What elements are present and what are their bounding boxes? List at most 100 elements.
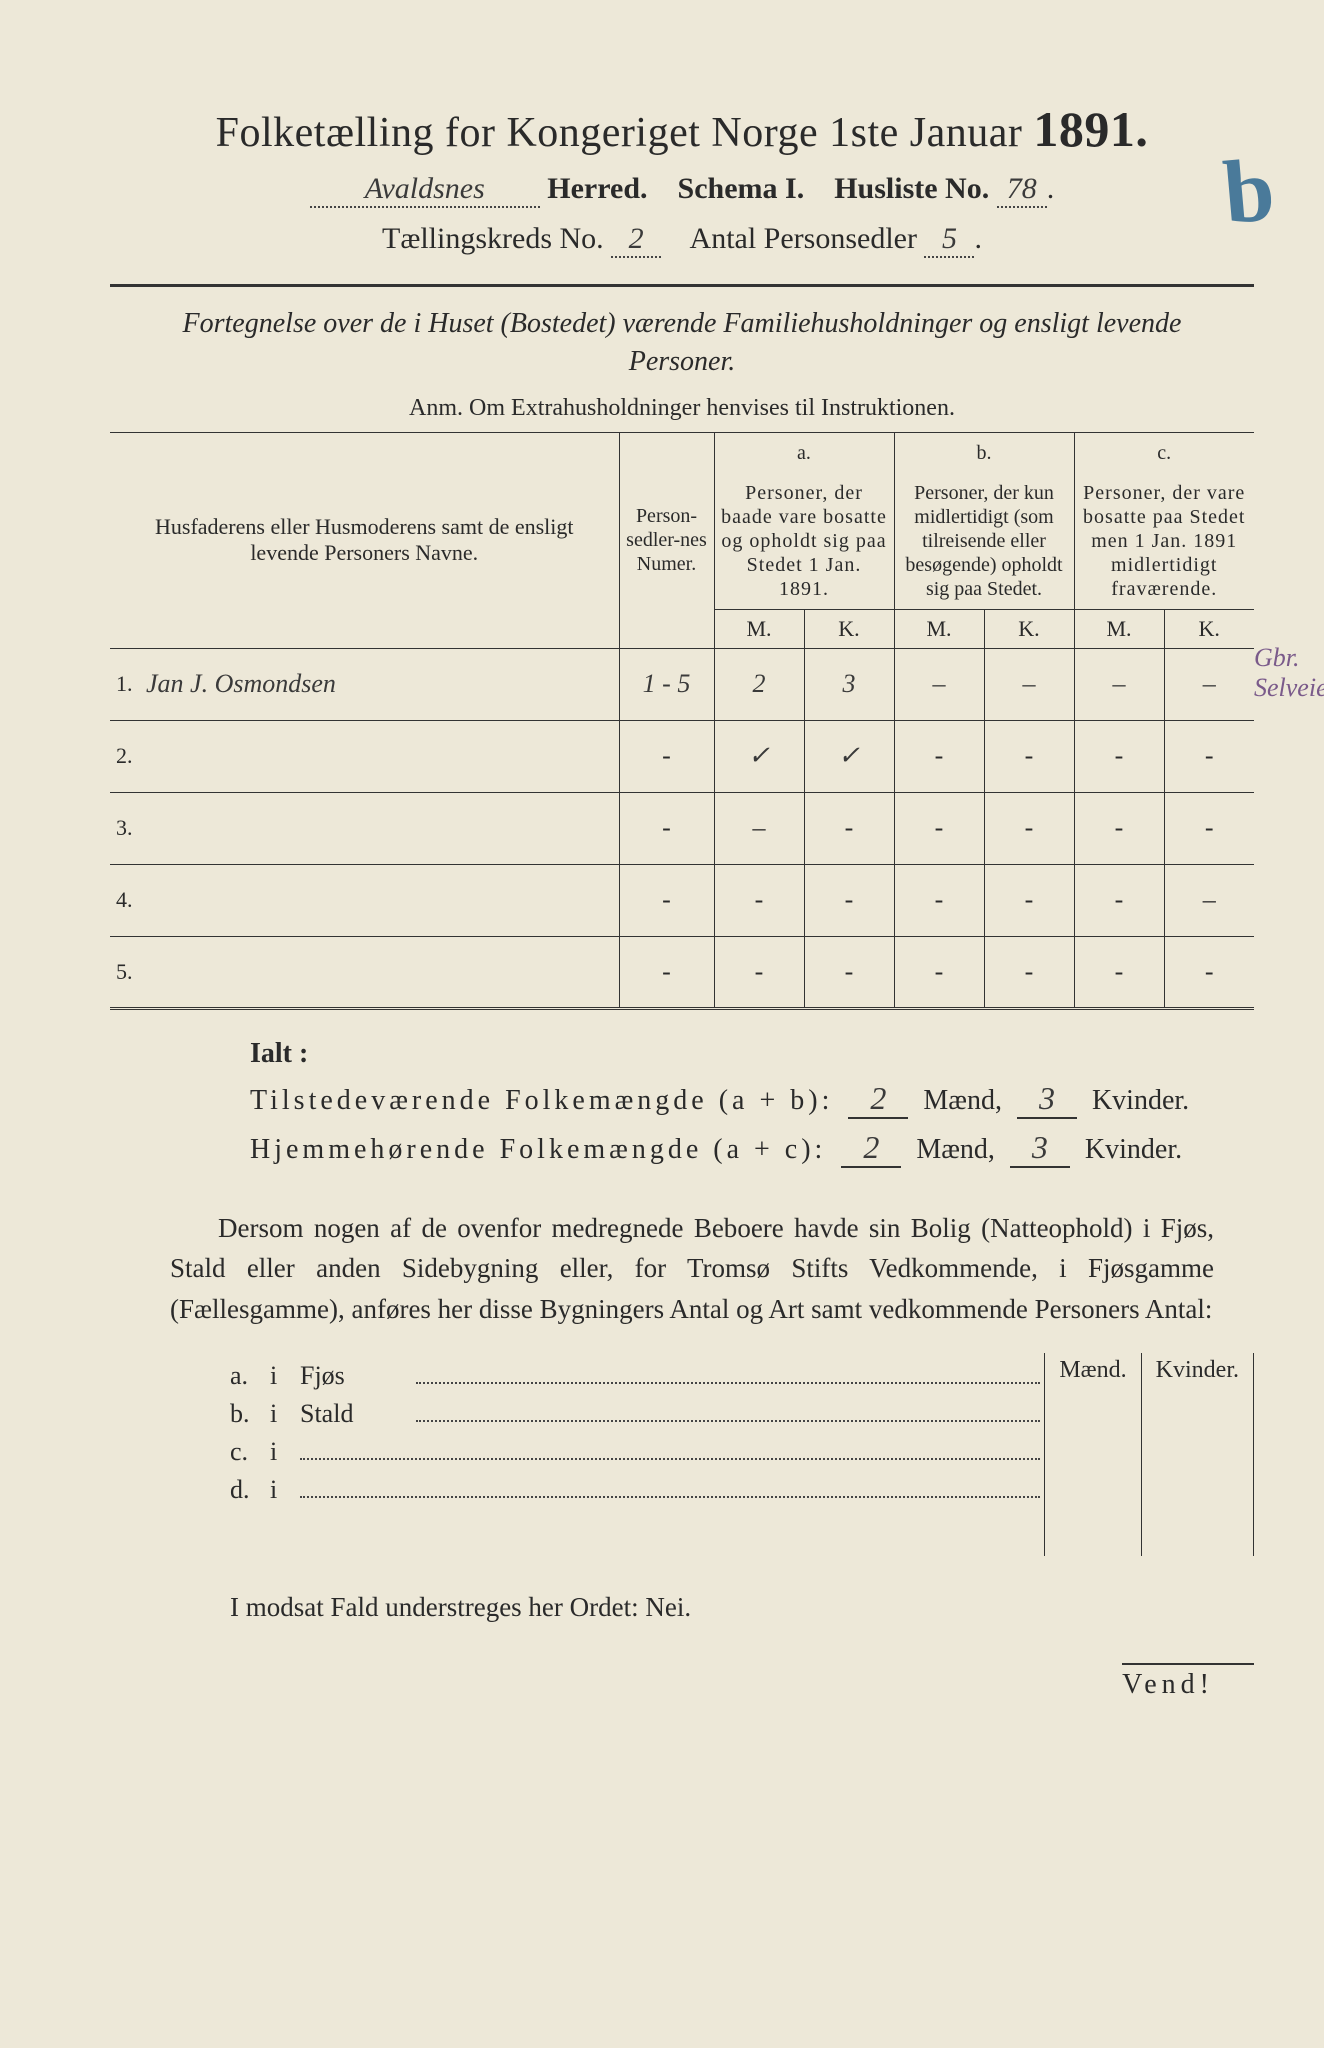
totals-ab: Tilstedeværende Folkemængde (a + b): 2 M…: [250, 1080, 1254, 1119]
personsedler-value: 5: [924, 222, 974, 258]
personsedler-label: Antal Personsedler: [690, 222, 917, 255]
cell-bm: –: [894, 648, 984, 720]
row-num: 3.: [110, 792, 140, 864]
kreds-value: 2: [611, 222, 661, 258]
th-c-m: M.: [1074, 609, 1164, 648]
nei-line: I modsat Fald understreges her Ordet: Ne…: [230, 1592, 1254, 1623]
mk-head-k: Kvinder.: [1141, 1353, 1253, 1388]
mk-cell: [1141, 1430, 1253, 1472]
herred-label: Herred.: [547, 172, 647, 205]
cell-ak: ✓: [804, 720, 894, 792]
table-row: 3. - – ‑ ‑ ‑ ‑ ‑: [110, 792, 1254, 864]
cell-ck: –: [1164, 864, 1254, 936]
cell-am: –: [714, 792, 804, 864]
table-row: 5. - ‑ ‑ ‑ ‑ ‑ ‑: [110, 936, 1254, 1008]
row-name: [140, 792, 619, 864]
kreds-label: Tællingskreds No.: [382, 222, 604, 255]
paragraph: Dersom nogen af de ovenfor medregnede Be…: [170, 1208, 1214, 1330]
dots: [416, 1407, 1040, 1423]
outb-key: c.: [230, 1437, 270, 1467]
ab-label: Tilstedeværende Folkemængde (a + b):: [250, 1085, 833, 1116]
mk-table: Mænd. Kvinder.: [1044, 1353, 1254, 1556]
row-pnum: -: [619, 720, 714, 792]
cell-cm: ‑: [1074, 792, 1164, 864]
table-row: 1. Jan J. Osmondsen 1 - 5 2 3 – – – – Gb…: [110, 648, 1254, 720]
cell-bk: ‑: [984, 792, 1074, 864]
row-num: 5.: [110, 936, 140, 1008]
cell-am: ‑: [714, 936, 804, 1008]
cell-bk: ‑: [984, 864, 1074, 936]
cell-ak: 3: [804, 648, 894, 720]
line3: Tællingskreds No. 2 Antal Personsedler 5…: [110, 222, 1254, 258]
outb-key: d.: [230, 1475, 270, 1505]
ab-k: 3: [1017, 1080, 1077, 1119]
husliste-label: Husliste No.: [834, 172, 989, 205]
th-c-k: K.: [1164, 609, 1254, 648]
row-name: [140, 936, 619, 1008]
cell-cm: ‑: [1074, 936, 1164, 1008]
cell-bk: ‑: [984, 936, 1074, 1008]
th-b-m: M.: [894, 609, 984, 648]
th-b-k: K.: [984, 609, 1074, 648]
row-pnum: -: [619, 792, 714, 864]
row-name: [140, 720, 619, 792]
mk-cell: [1045, 1472, 1141, 1514]
outb-row: b. i Stald: [230, 1399, 1040, 1429]
ialt-label: Ialt :: [250, 1038, 1254, 1070]
table-row: 2. - ✓ ✓ ‑ ‑ ‑ ‑: [110, 720, 1254, 792]
mk-cell: [1141, 1388, 1253, 1430]
outb-i: i: [270, 1437, 300, 1467]
th-a-text: Personer, der baade vare bosatte og opho…: [714, 473, 894, 610]
cell-bm: ‑: [894, 936, 984, 1008]
row-pnum: 1 - 5: [619, 648, 714, 720]
cell-am: 2: [714, 648, 804, 720]
mk-cell: [1045, 1388, 1141, 1430]
outb-i: i: [270, 1475, 300, 1505]
header-rule: [110, 284, 1254, 287]
outb-row: d. i: [230, 1475, 1040, 1505]
margin-note-2: Selveier: [1254, 673, 1324, 703]
row-num: 2.: [110, 720, 140, 792]
table-wrap: Husfaderens eller Husmoderens samt de en…: [110, 432, 1254, 1010]
anm-note: Anm. Om Extrahusholdninger henvises til …: [110, 395, 1254, 422]
cell-cm: ‑: [1074, 864, 1164, 936]
row-name: [140, 864, 619, 936]
th-c-text: Personer, der vare bosatte paa Stedet me…: [1074, 473, 1254, 610]
mk-head-m: Mænd.: [1045, 1353, 1141, 1388]
cell-bm: ‑: [894, 792, 984, 864]
th-b-text: Personer, der kun midlertidigt (som tilr…: [894, 473, 1074, 610]
maend-label: Mænd,: [923, 1085, 1002, 1116]
mk-cell: [1045, 1430, 1141, 1472]
margin-note-1: Gbr.: [1254, 643, 1324, 673]
th-a-k: K.: [804, 609, 894, 648]
cell-am: ‑: [714, 864, 804, 936]
outb-i: i: [270, 1399, 300, 1429]
outb-row: a. i Fjøs: [230, 1361, 1040, 1391]
cell-bm: ‑: [894, 720, 984, 792]
th-b-label: b.: [894, 432, 1074, 473]
ab-m: 2: [848, 1080, 908, 1119]
cell-ak: ‑: [804, 792, 894, 864]
ac-label: Hjemmehørende Folkemængde (a + c):: [250, 1134, 826, 1165]
census-table: Husfaderens eller Husmoderens samt de en…: [110, 432, 1254, 1010]
cell-cm: ‑: [1074, 720, 1164, 792]
margin-notes: Gbr. Selveier: [1254, 643, 1324, 703]
mk-cell: [1141, 1472, 1253, 1514]
subtitle: Fortegnelse over de i Huset (Bostedet) v…: [110, 305, 1254, 381]
row-num: 4.: [110, 864, 140, 936]
cell-bk: ‑: [984, 720, 1074, 792]
ac-k: 3: [1010, 1129, 1070, 1168]
cell-bk: –: [984, 648, 1074, 720]
outb-key: b.: [230, 1399, 270, 1429]
th-c-label: c.: [1074, 432, 1254, 473]
mk-cell: [1045, 1514, 1141, 1556]
row-num: 1.: [110, 648, 140, 720]
th-num: Person-sedler-nes Numer.: [619, 432, 714, 648]
table-body: 1. Jan J. Osmondsen 1 - 5 2 3 – – – – Gb…: [110, 648, 1254, 1008]
outbuildings: a. i Fjøs b. i Stald c. i d. i Mænd. Kvi…: [230, 1353, 1254, 1556]
cell-ak: ‑: [804, 936, 894, 1008]
form-header: Folketælling for Kongeriget Norge 1ste J…: [110, 100, 1254, 287]
cell-ck: ‑: [1164, 792, 1254, 864]
cell-ck: – Gbr. Selveier: [1164, 648, 1254, 720]
title: Folketælling for Kongeriget Norge 1ste J…: [110, 100, 1254, 158]
